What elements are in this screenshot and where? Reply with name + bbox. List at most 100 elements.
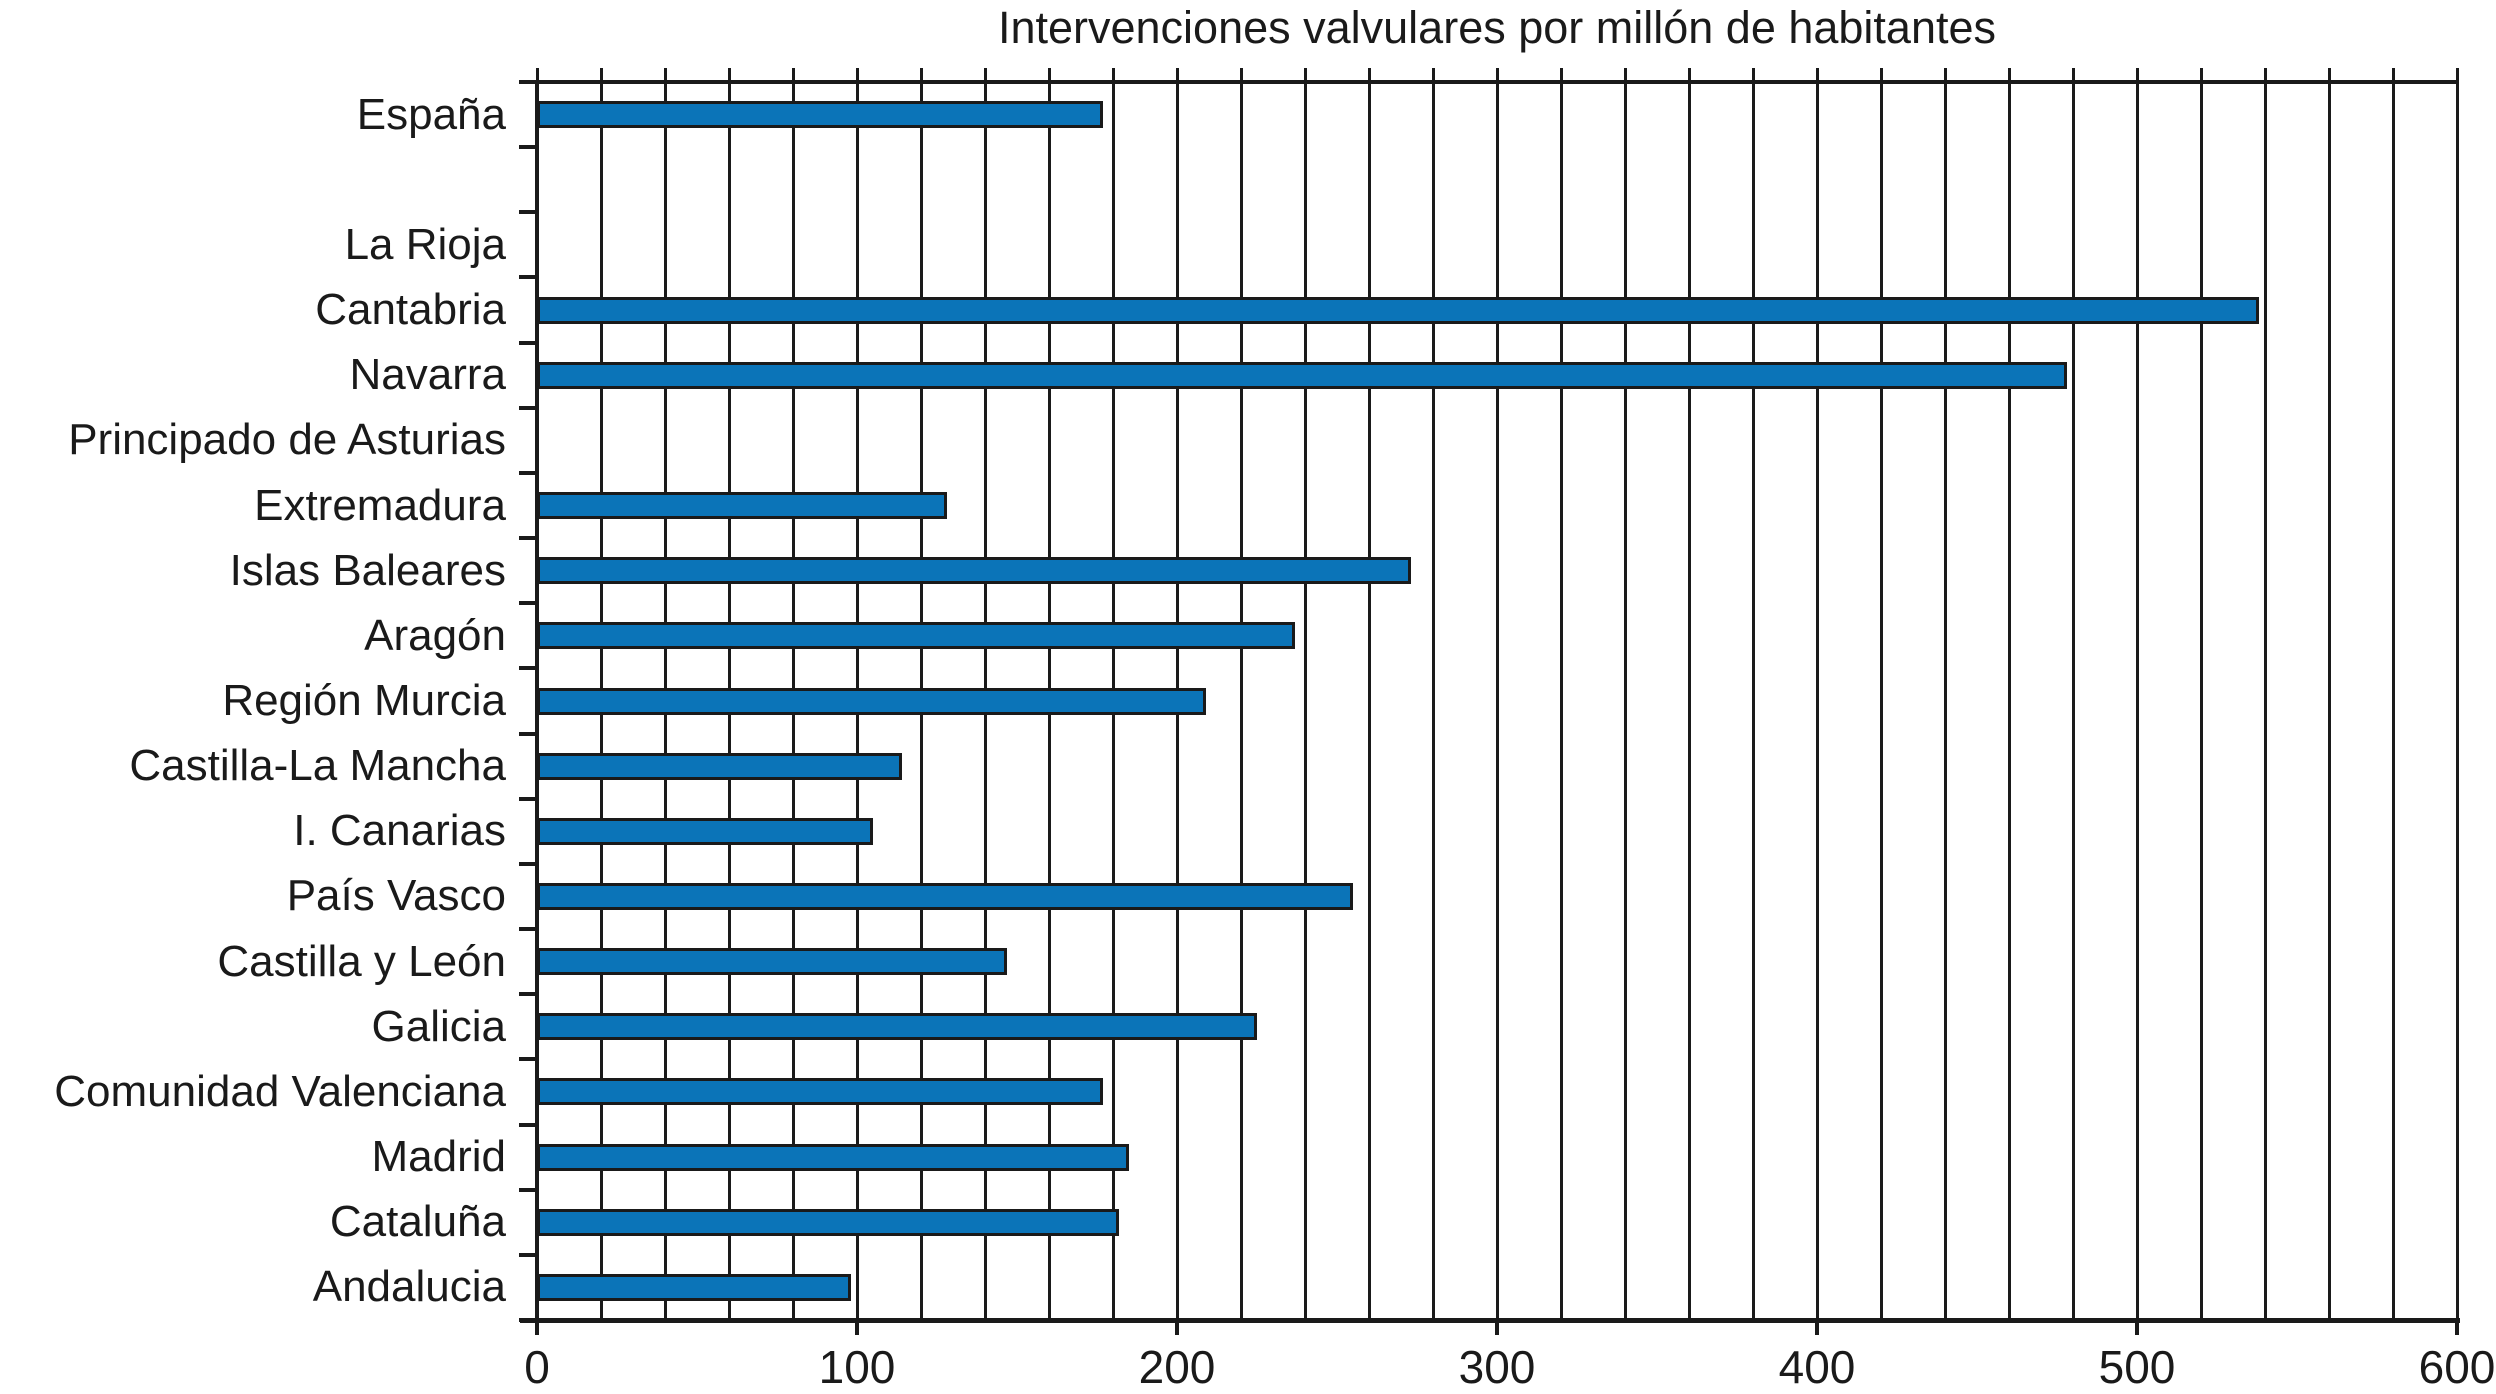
top-tick — [2327, 68, 2331, 82]
top-tick — [727, 68, 731, 82]
x-major-tick — [535, 1320, 539, 1335]
top-tick — [1239, 68, 1243, 82]
y-row-tick — [519, 536, 537, 541]
top-tick — [1495, 68, 1499, 82]
x-tick-label: 400 — [1778, 1341, 1856, 1393]
x-tick-label: 300 — [1458, 1341, 1536, 1393]
y-row-tick — [519, 1057, 537, 1062]
top-tick — [2071, 68, 2075, 82]
gridline — [1239, 82, 1243, 1320]
x-tick-label: 0 — [524, 1341, 550, 1393]
gridline — [1815, 82, 1819, 1320]
gridline — [2263, 82, 2267, 1320]
x-major-tick — [855, 1320, 859, 1335]
category-label: Aragón — [364, 610, 506, 660]
bar — [537, 752, 902, 780]
gridline — [1879, 82, 1883, 1320]
bar — [537, 1273, 851, 1301]
gridline — [1367, 82, 1371, 1320]
top-tick — [1751, 68, 1755, 82]
top-tick — [1303, 68, 1307, 82]
bar — [537, 1143, 1129, 1171]
x-tick-label: 200 — [1138, 1341, 1216, 1393]
category-label: La Rioja — [344, 219, 506, 269]
top-tick — [1879, 68, 1883, 82]
x-major-tick — [1495, 1320, 1499, 1335]
bar — [537, 557, 1411, 585]
category-label: Cataluña — [329, 1197, 506, 1247]
top-tick — [2391, 68, 2395, 82]
bar — [537, 492, 947, 520]
gridline — [1943, 82, 1947, 1320]
gridline — [1687, 82, 1691, 1320]
x-major-tick — [1815, 1320, 1819, 1335]
gridline — [2007, 82, 2011, 1320]
top-tick — [535, 68, 539, 82]
gridline — [1431, 82, 1435, 1320]
y-row-tick — [519, 210, 537, 215]
bar — [537, 1078, 1104, 1106]
gridline — [2455, 82, 2459, 1320]
bar — [537, 882, 1353, 910]
top-tick — [1175, 68, 1179, 82]
x-tick-label: 500 — [2098, 1341, 2176, 1393]
y-row-tick — [519, 340, 537, 345]
gridline — [2071, 82, 2075, 1320]
gridline — [2327, 82, 2331, 1320]
y-row-tick — [519, 145, 537, 150]
y-row-tick — [519, 861, 537, 866]
bar — [537, 687, 1206, 715]
gridline — [1751, 82, 1755, 1320]
x-major-tick — [2135, 1320, 2139, 1335]
bar — [537, 296, 2259, 324]
top-tick — [1623, 68, 1627, 82]
top-tick — [919, 68, 923, 82]
bar — [537, 1013, 1257, 1041]
chart-title: Intervenciones valvulares por millón de … — [997, 2, 1997, 53]
top-tick — [1047, 68, 1051, 82]
bar — [537, 101, 1104, 129]
y-row-tick — [519, 666, 537, 671]
category-label: Comunidad Valenciana — [54, 1066, 506, 1116]
category-label: Galicia — [371, 1001, 507, 1051]
top-tick — [2455, 68, 2459, 82]
category-label: Región Murcia — [222, 676, 506, 725]
gridline — [2391, 82, 2395, 1320]
category-label: Madrid — [371, 1132, 507, 1182]
gridline — [1495, 82, 1499, 1320]
category-label: Castilla-La Mancha — [129, 741, 506, 791]
top-tick — [855, 68, 859, 82]
x-major-tick — [1175, 1320, 1179, 1335]
y-row-tick — [519, 796, 537, 801]
gridline — [2199, 82, 2203, 1320]
category-label: Andalucia — [312, 1262, 506, 1312]
category-label: País Vasco — [286, 871, 506, 921]
x-major-tick — [2455, 1320, 2459, 1335]
category-label: Extremadura — [254, 480, 506, 530]
top-tick — [599, 68, 603, 82]
gridline — [1559, 82, 1563, 1320]
bar — [537, 1208, 1120, 1236]
y-row-tick — [519, 1122, 537, 1127]
top-tick — [1943, 68, 1947, 82]
bar — [537, 948, 1008, 976]
top-tick — [2135, 68, 2139, 82]
x-tick-label: 600 — [2418, 1341, 2496, 1393]
category-label: Navarra — [349, 350, 507, 400]
bar — [537, 361, 2067, 389]
category-label: Principado de Asturias — [68, 415, 506, 465]
bar — [537, 622, 1296, 650]
category-label: España — [356, 89, 506, 139]
category-label: Castilla y León — [217, 936, 506, 986]
gridline — [1623, 82, 1627, 1320]
gridline — [1303, 82, 1307, 1320]
y-row-tick — [519, 731, 537, 736]
top-tick — [1431, 68, 1435, 82]
bar — [537, 817, 873, 845]
top-tick — [663, 68, 667, 82]
y-row-tick — [519, 1318, 537, 1322]
category-label: Islas Baleares — [229, 545, 506, 595]
top-tick — [1559, 68, 1563, 82]
